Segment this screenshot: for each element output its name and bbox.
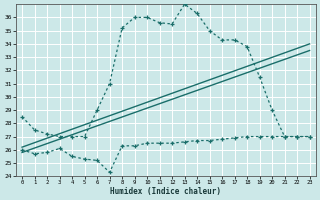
X-axis label: Humidex (Indice chaleur): Humidex (Indice chaleur)	[110, 187, 221, 196]
